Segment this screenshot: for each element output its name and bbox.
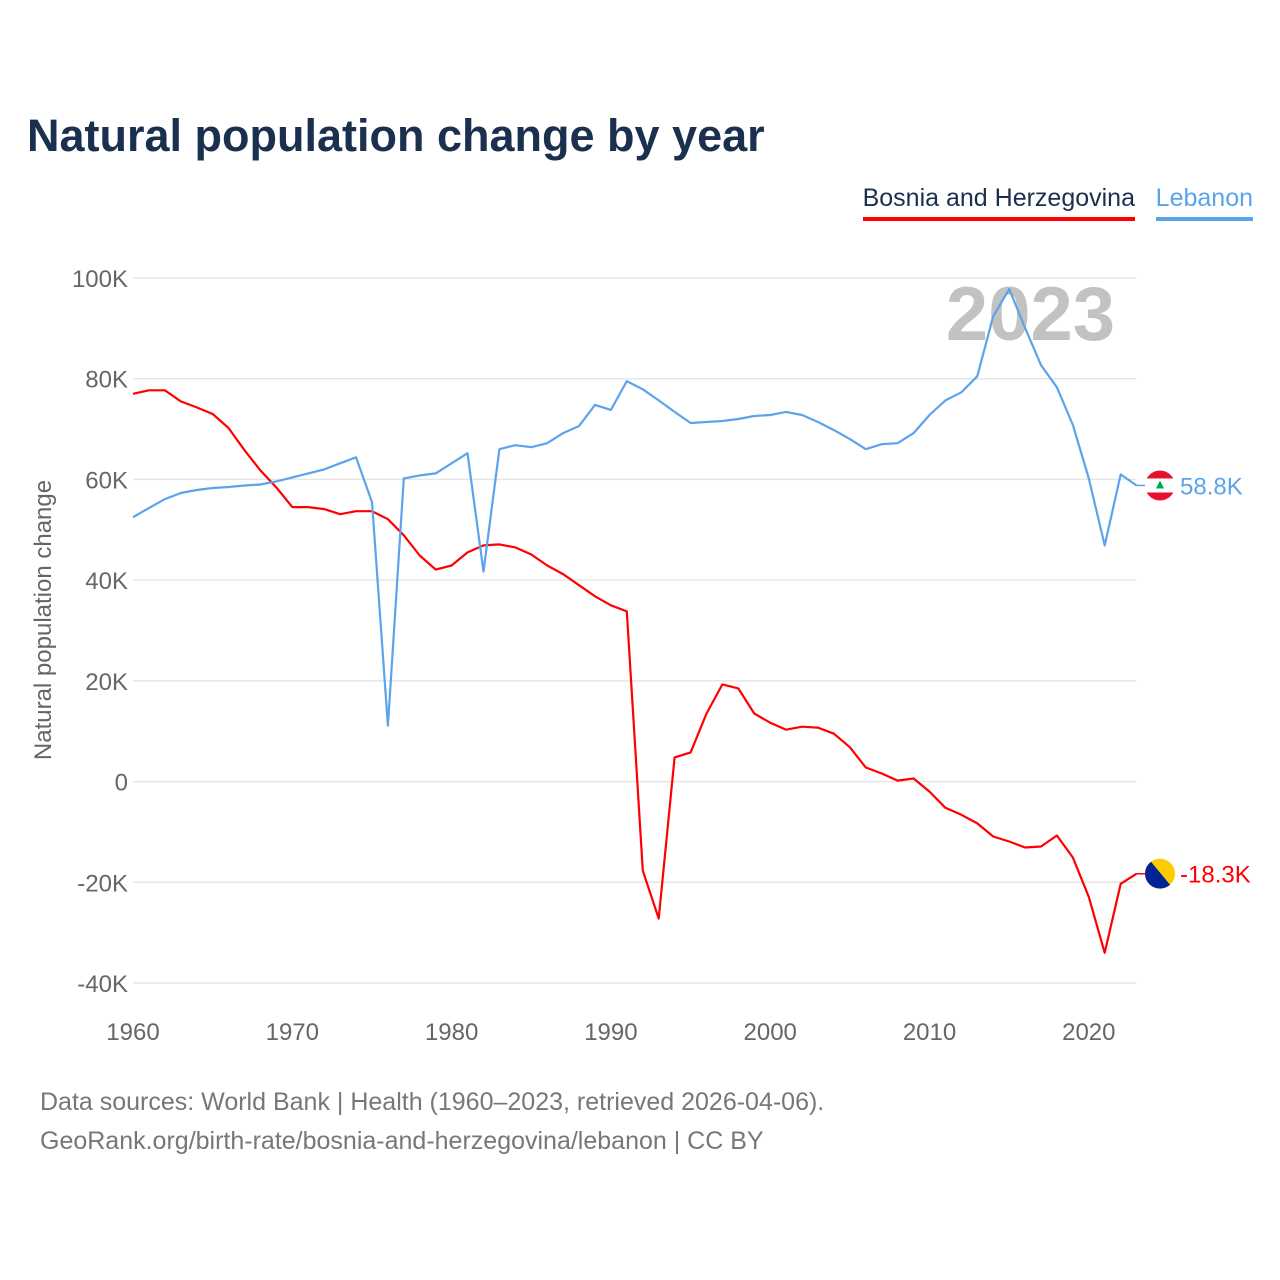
footer-link[interactable]: GeoRank.org/birth-rate/bosnia-and-herzeg… (40, 1127, 764, 1155)
x-tick-label: 1970 (266, 1019, 319, 1046)
y-tick-label: 80K (85, 367, 128, 394)
chart-title: Natural population change by year (27, 110, 765, 161)
y-tick-label: -20K (77, 870, 128, 897)
end-value-label: -18.3K (1180, 862, 1251, 889)
bosnia-flag-blue (1145, 861, 1170, 889)
footer-sources: Data sources: World Bank | Health (1960–… (40, 1088, 825, 1116)
y-tick-label: 40K (85, 568, 128, 595)
y-tick-label: 100K (72, 266, 128, 293)
x-tick-label: 1960 (106, 1019, 159, 1046)
y-axis-label: Natural population change (30, 480, 57, 760)
x-tick-label: 2010 (903, 1019, 956, 1046)
cedar-icon (1156, 480, 1164, 489)
series-line-lebanon (132, 288, 1138, 727)
x-tick-label: 1980 (425, 1019, 478, 1046)
y-tick-label: 60K (85, 467, 128, 494)
y-tick-label: -40K (77, 971, 128, 998)
year-watermark: 2023 (946, 272, 1115, 357)
series-line-bosnia (132, 389, 1138, 954)
legend-lebanon[interactable]: Lebanon (1155, 184, 1253, 221)
legend-bosnia[interactable]: Bosnia and Herzegovina (862, 184, 1135, 221)
x-tick-label: 2020 (1062, 1019, 1115, 1046)
x-tick-label: 2000 (744, 1019, 797, 1046)
y-tick-label: 0 (115, 770, 128, 797)
end-value-label: 58.8K (1180, 473, 1243, 500)
x-tick-label: 1990 (584, 1019, 637, 1046)
y-tick-label: 20K (85, 669, 128, 696)
